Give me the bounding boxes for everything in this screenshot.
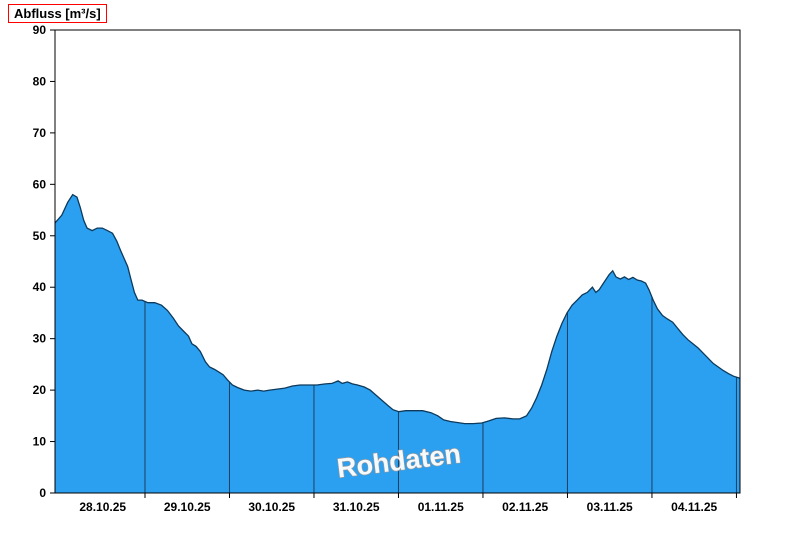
y-tick-label: 80: [33, 74, 47, 88]
x-tick-label: 31.10.25: [333, 500, 380, 514]
y-tick-label: 90: [33, 23, 47, 37]
y-tick-label: 40: [33, 280, 47, 294]
x-tick-label: 01.11.25: [418, 500, 464, 514]
y-tick-label: 60: [33, 177, 47, 191]
discharge-line: [54, 193, 741, 425]
y-tick-label: 20: [33, 383, 47, 397]
y-tick-label: 50: [33, 229, 47, 243]
plot-frame: [54, 29, 741, 494]
discharge-area: [55, 194, 740, 493]
y-tick-label: 70: [33, 126, 47, 140]
x-tick-label: 30.10.25: [248, 500, 295, 514]
x-tick-label: 29.10.25: [164, 500, 211, 514]
x-tick-label: 03.11.25: [587, 500, 633, 514]
y-tick-label: 0: [39, 486, 46, 500]
x-tick-label: 02.11.25: [502, 500, 548, 514]
x-tick-label: 04.11.25: [671, 500, 717, 514]
x-tick-label: 28.10.25: [79, 500, 126, 514]
y-tick-label: 10: [33, 435, 47, 449]
y-axis-title: Abfluss [m³/s]: [8, 4, 107, 23]
y-tick-label: 30: [33, 332, 47, 346]
